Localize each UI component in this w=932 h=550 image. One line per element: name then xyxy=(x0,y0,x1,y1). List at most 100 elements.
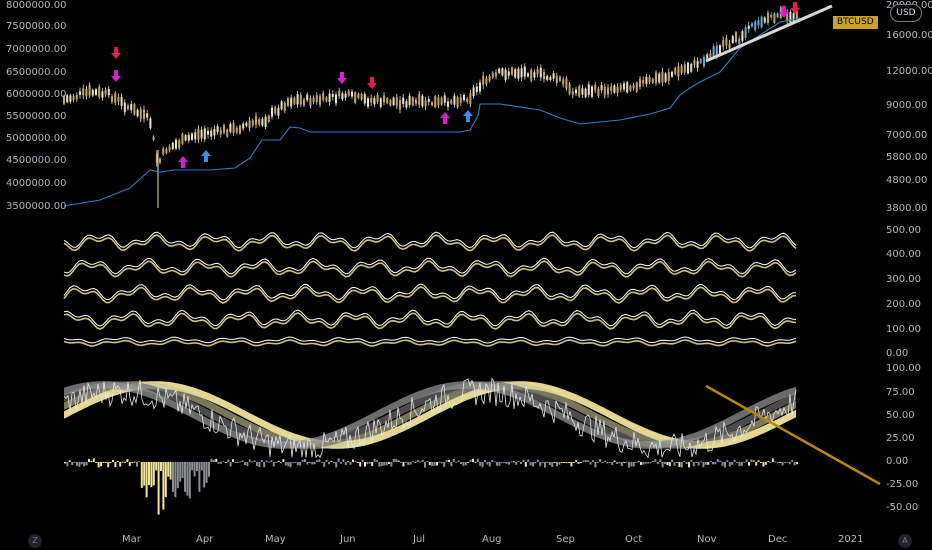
histogram-bar xyxy=(452,458,455,462)
candle-body xyxy=(418,94,421,105)
candle-body xyxy=(747,25,750,29)
histogram-bar xyxy=(85,462,88,466)
histogram-bar xyxy=(582,460,585,462)
histogram-bar xyxy=(786,462,789,463)
osc-row-yellow xyxy=(63,260,797,278)
histogram-bar xyxy=(779,462,782,463)
candle-body xyxy=(111,96,113,102)
histogram-bar xyxy=(692,462,695,467)
osc2-tick-2: 50.00 xyxy=(886,410,915,421)
time-tick-5: Aug xyxy=(482,534,502,545)
z-icon[interactable]: Z xyxy=(28,534,42,548)
candle-body xyxy=(165,148,168,154)
histogram-bar xyxy=(505,462,508,464)
candle-body xyxy=(719,45,721,55)
left-tick-5: 5500000.00 xyxy=(6,111,67,122)
histogram-bar xyxy=(253,460,256,462)
candle-body xyxy=(229,123,232,133)
histogram-bar xyxy=(443,462,446,467)
candle-body xyxy=(319,96,321,105)
candle-body xyxy=(565,78,568,89)
candle-body xyxy=(482,75,485,85)
auto-scale-icon[interactable]: A xyxy=(898,534,912,548)
histogram-bar xyxy=(587,460,590,462)
histogram-bar xyxy=(628,462,630,468)
candle-body xyxy=(626,82,629,93)
trend-line xyxy=(705,4,833,63)
histogram-bar xyxy=(553,462,556,463)
candle-body xyxy=(200,129,203,139)
buy-arrow xyxy=(201,150,211,162)
histogram-bar xyxy=(690,460,693,462)
histogram-bar xyxy=(71,462,74,466)
osc1-tick-1: 400.00 xyxy=(886,249,921,260)
histogram-bar xyxy=(419,461,422,463)
candle-body xyxy=(312,97,315,102)
histogram-bar xyxy=(522,459,525,462)
sell-arrow xyxy=(337,72,347,84)
currency-button[interactable]: USD xyxy=(890,4,922,22)
candle-body xyxy=(479,82,481,92)
histogram-bar xyxy=(421,459,424,462)
candle-body xyxy=(693,59,696,65)
histogram-bar xyxy=(685,462,688,465)
candle-body xyxy=(120,96,123,106)
candle-body xyxy=(472,87,475,97)
histogram-bar xyxy=(649,462,652,464)
candle-body xyxy=(299,94,302,105)
histogram-bar xyxy=(671,459,674,462)
histogram-bar xyxy=(534,462,537,464)
histogram-bar xyxy=(594,462,597,468)
histogram-bar xyxy=(368,462,371,464)
projection-line xyxy=(705,384,881,486)
histogram-bar xyxy=(640,462,642,465)
histogram-bar xyxy=(416,459,419,462)
histogram-bar xyxy=(414,461,417,463)
histogram-bar xyxy=(232,459,234,462)
histogram-bar xyxy=(618,462,621,464)
candle-body xyxy=(581,88,584,95)
time-tick-10: 2021 xyxy=(838,534,864,545)
histogram-bar xyxy=(776,462,779,463)
histogram-bar xyxy=(400,462,402,463)
histogram-bar xyxy=(344,462,347,466)
histogram-bar xyxy=(133,461,136,463)
candle-body xyxy=(133,103,136,115)
histogram-bar xyxy=(371,462,374,467)
candle-body xyxy=(194,132,197,140)
histogram-bar xyxy=(577,462,580,464)
histogram-bar xyxy=(457,460,460,462)
candle-body xyxy=(725,38,728,46)
histogram-bar xyxy=(503,461,506,463)
candle-body xyxy=(123,102,126,113)
histogram-bar xyxy=(383,462,386,466)
histogram-bar xyxy=(752,460,755,462)
candle-body xyxy=(376,94,379,102)
candle-body xyxy=(463,95,465,101)
histogram-bar xyxy=(659,459,662,462)
histogram-bar xyxy=(220,462,222,464)
left-tick-3: 6500000.00 xyxy=(6,67,67,78)
histogram-bar xyxy=(709,460,712,462)
histogram-bar xyxy=(683,461,686,463)
candle-body xyxy=(437,97,440,106)
histogram-bar xyxy=(239,461,242,463)
candle-body xyxy=(331,93,334,97)
candle-body xyxy=(434,96,437,108)
histogram-bar xyxy=(361,459,364,462)
candle-body xyxy=(603,86,606,96)
histogram-bar xyxy=(217,462,220,464)
histogram-bar xyxy=(160,462,162,471)
candle-body xyxy=(235,127,238,133)
histogram-bar xyxy=(335,462,338,468)
histogram-bar xyxy=(140,462,143,488)
histogram-bar xyxy=(325,459,328,462)
histogram-bar xyxy=(203,462,206,488)
candle-body xyxy=(127,105,129,109)
histogram-bar xyxy=(666,462,669,466)
candle-body xyxy=(498,68,501,74)
histogram-bar xyxy=(428,462,431,466)
candle-body xyxy=(447,101,449,107)
candle-body xyxy=(578,86,581,97)
